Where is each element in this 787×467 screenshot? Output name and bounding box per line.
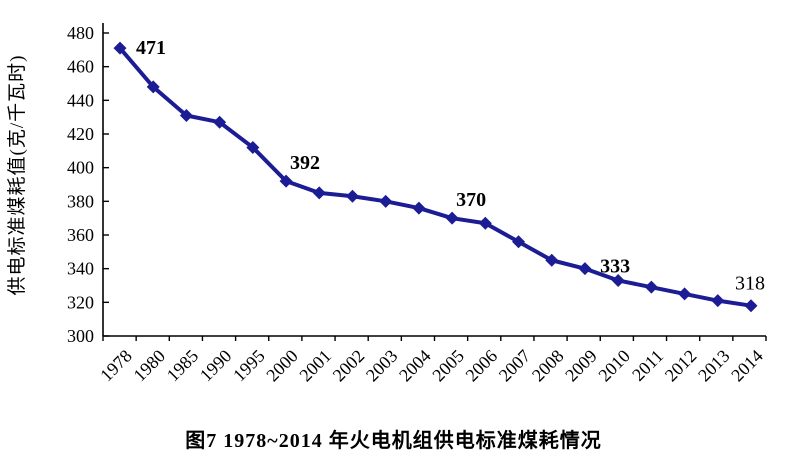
x-tick-label: 1985 [163, 346, 203, 386]
data-point-label: 333 [600, 255, 630, 277]
x-tick-label: 2005 [428, 346, 468, 386]
x-tick-label: 2007 [495, 346, 535, 386]
x-tick-label: 2004 [395, 346, 435, 386]
data-point-marker [113, 41, 127, 55]
figure-caption: 图7 1978~2014 年火电机组供电标准煤耗情况 [185, 430, 602, 452]
data-point-marker [312, 186, 326, 200]
y-tick-label: 300 [67, 326, 94, 346]
data-point-marker [744, 299, 758, 313]
y-axis-title: 供电标准煤耗值(克/千瓦时) [6, 55, 28, 296]
y-tick-label: 420 [67, 124, 94, 144]
y-tick-label: 400 [67, 158, 94, 178]
x-tick-label: 1980 [129, 346, 169, 386]
data-point-marker [179, 108, 193, 122]
x-tick-label: 2014 [727, 346, 767, 386]
data-point-marker [611, 273, 625, 287]
x-tick-label: 2009 [561, 346, 601, 386]
x-tick-label: 2000 [262, 346, 302, 386]
data-point-label: 318 [735, 273, 765, 295]
data-point-marker [512, 235, 526, 249]
data-point-marker [213, 115, 227, 129]
y-tick-label: 440 [67, 90, 94, 110]
data-point-marker [246, 140, 260, 154]
coal-consumption-line-chart: 供电标准煤耗值(克/千瓦时) 300 320 340 360 380 400 420 440 4… [6, 23, 767, 385]
y-tick-label: 320 [67, 292, 94, 312]
data-point-marker [379, 194, 393, 208]
x-tick-label: 2002 [329, 346, 369, 386]
data-point-label: 471 [136, 37, 166, 59]
data-point-label: 370 [456, 189, 486, 211]
data-point-marker [545, 253, 559, 267]
y-tick-label: 380 [67, 191, 94, 211]
x-tick-label: 2006 [462, 346, 502, 386]
y-tick-label: 340 [67, 259, 94, 279]
data-point-marker [279, 174, 293, 188]
y-tick-label: 360 [67, 225, 94, 245]
x-tick-label: 2003 [362, 346, 402, 386]
data-point-marker [345, 189, 359, 203]
x-tick-label: 1978 [96, 346, 136, 386]
x-tick-label: 2008 [528, 346, 568, 386]
x-tick-label: 2011 [628, 346, 667, 385]
x-tick-label: 1990 [196, 346, 236, 386]
x-tick-label: 2012 [661, 346, 701, 386]
data-point-marker [412, 201, 426, 215]
plot-area: 3003203403603804004204404604801978198019… [67, 23, 767, 385]
data-point-marker [711, 294, 725, 308]
data-point-marker [146, 80, 160, 94]
x-tick-label: 2013 [694, 346, 734, 386]
data-point-label: 392 [290, 152, 320, 174]
series-line [118, 46, 753, 308]
x-tick-label: 2010 [594, 346, 634, 386]
data-point-marker [678, 287, 692, 301]
x-tick-label: 1995 [229, 346, 269, 386]
x-tick-label: 2001 [295, 346, 335, 386]
data-point-marker [578, 262, 592, 276]
data-point-marker [478, 216, 492, 230]
y-tick-label: 460 [67, 57, 94, 77]
data-point-marker [644, 280, 658, 294]
data-point-marker [445, 211, 459, 225]
y-tick-label: 480 [67, 23, 94, 43]
